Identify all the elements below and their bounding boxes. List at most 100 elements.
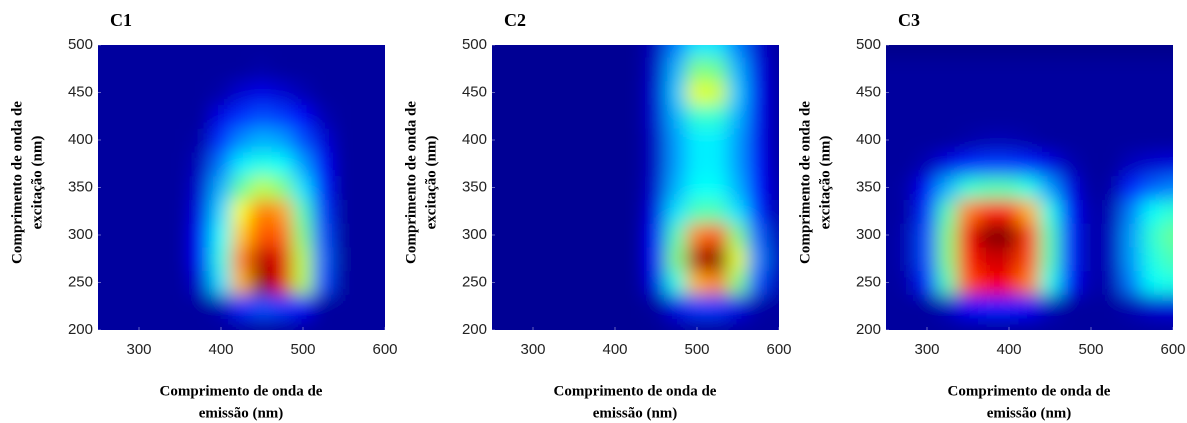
heat-cell: [542, 198, 565, 224]
heat-cell: [768, 222, 779, 248]
heat-cell: [1080, 103, 1102, 129]
heat-cell: [747, 103, 770, 129]
heat-cell: [148, 198, 171, 224]
heat-cell: [1059, 103, 1082, 129]
heat-cell: [1100, 45, 1123, 58]
y-tick-label: 200: [68, 321, 93, 338]
plot-area: [98, 45, 385, 330]
heat-cell: [374, 151, 385, 177]
heat-cell: [563, 175, 585, 200]
heat-cell: [1141, 175, 1164, 200]
y-tick-label: 400: [68, 131, 93, 148]
heat-cell: [230, 45, 253, 58]
heat-cell: [665, 127, 688, 153]
heat-cell: [148, 45, 171, 58]
heat-cell: [210, 317, 232, 330]
heat-cell: [583, 103, 606, 129]
heat-cell: [333, 293, 355, 319]
heat-cell: [1141, 45, 1164, 58]
heat-cell: [107, 270, 130, 295]
y-tick-label: 250: [856, 273, 881, 290]
heat-cell: [501, 198, 524, 224]
heat-cell: [210, 151, 232, 177]
heat-cell: [353, 103, 376, 129]
heat-cell: [886, 45, 897, 58]
heat-cell: [957, 103, 979, 129]
heat-cell: [169, 103, 191, 129]
heat-cell: [563, 151, 585, 177]
heat-cell: [1039, 127, 1061, 153]
heat-cell: [169, 317, 191, 330]
heat-cell: [768, 198, 779, 224]
heat-cell: [107, 293, 130, 319]
heat-cell: [886, 317, 897, 330]
heat-cell: [686, 151, 708, 177]
heat-cell: [333, 246, 355, 272]
heat-cell: [1018, 45, 1041, 58]
heat-cell: [312, 222, 335, 248]
heat-cell: [1121, 127, 1143, 153]
heat-cell: [604, 222, 626, 248]
heat-cell: [312, 103, 335, 129]
heat-cell: [665, 293, 688, 319]
heat-cell: [747, 317, 770, 330]
heat-cell: [977, 317, 1000, 330]
heat-cell: [1121, 198, 1143, 224]
heat-cell: [353, 270, 376, 295]
heat-cell: [977, 175, 1000, 200]
heat-cell: [998, 103, 1020, 129]
heat-cell: [251, 270, 273, 295]
heat-cell: [1018, 317, 1041, 330]
heat-cell: [1141, 198, 1164, 224]
heat-cell: [542, 45, 565, 58]
heat-cell: [957, 151, 979, 177]
heat-cell: [665, 151, 688, 177]
heat-cell: [936, 56, 959, 82]
heat-cell: [492, 103, 503, 129]
heat-cell: [501, 56, 524, 82]
heat-cell: [1018, 198, 1041, 224]
heat-cell: [727, 151, 749, 177]
heat-cell: [1141, 317, 1164, 330]
heat-cell: [374, 246, 385, 272]
heat-cell: [977, 127, 1000, 153]
heat-cell: [312, 246, 335, 272]
heat-cell: [645, 293, 667, 319]
heat-cell: [210, 45, 232, 58]
heat-cell: [501, 80, 524, 105]
heat-cell: [522, 127, 544, 153]
heat-cell: [189, 175, 212, 200]
y-tick-label: 300: [856, 226, 881, 243]
heat-cell: [251, 317, 273, 330]
heat-cell: [353, 175, 376, 200]
heat-cell: [522, 151, 544, 177]
heat-cell: [1162, 317, 1173, 330]
heat-cell: [957, 222, 979, 248]
heat-cell: [148, 80, 171, 105]
x-tick-label: 600: [1160, 341, 1185, 358]
heat-cell: [1100, 198, 1123, 224]
heat-cell: [230, 198, 253, 224]
heat-cell: [542, 56, 565, 82]
heat-cell: [998, 246, 1020, 272]
heat-cell: [169, 198, 191, 224]
heat-cell: [210, 56, 232, 82]
heat-cell: [895, 56, 918, 82]
heat-cell: [128, 175, 150, 200]
heat-cell: [1141, 56, 1164, 82]
y-axis-label: excitação (nm): [423, 136, 439, 230]
heat-cell: [957, 293, 979, 319]
heat-cell: [542, 222, 565, 248]
heat-cell: [189, 127, 212, 153]
heat-cell: [936, 80, 959, 105]
heat-cell: [706, 45, 729, 58]
heat-cell: [936, 103, 959, 129]
x-axis-label: emissão (nm): [987, 405, 1072, 421]
heat-cell: [522, 80, 544, 105]
heat-cell: [1080, 175, 1102, 200]
panel-title: C3: [898, 10, 920, 30]
heat-cell: [645, 198, 667, 224]
heat-cell: [501, 270, 524, 295]
heat-cell: [957, 80, 979, 105]
heat-cell: [522, 103, 544, 129]
